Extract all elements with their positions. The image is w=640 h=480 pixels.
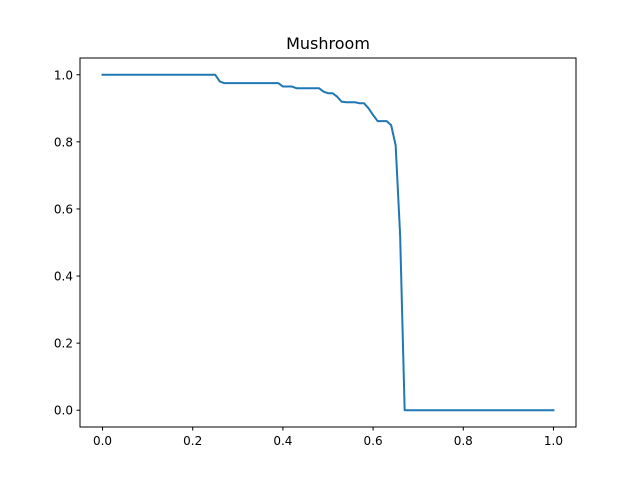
chart-title: Mushroom: [286, 34, 370, 53]
y-axis: 0.0 0.2 0.4 0.6 0.8 1.0: [54, 68, 80, 418]
x-tick-label: 1.0: [544, 434, 563, 448]
y-tick-label: 0.6: [54, 202, 73, 216]
y-tick-label: 0.2: [54, 337, 73, 351]
x-tick-label: 0.2: [183, 434, 202, 448]
y-tick-label: 1.0: [54, 68, 73, 82]
x-tick-label: 0.8: [454, 434, 473, 448]
y-tick-label: 0.4: [54, 270, 73, 284]
x-tick-label: 0.6: [364, 434, 383, 448]
plot-frame: [79, 57, 577, 428]
y-tick-label: 0.8: [54, 135, 73, 149]
x-tick-label: 0.0: [93, 434, 112, 448]
series-group: [101, 73, 555, 412]
y-tick-label: 0.0: [54, 404, 73, 418]
series-line: [101, 73, 555, 412]
x-tick-label: 0.4: [273, 434, 292, 448]
x-axis: 0.0 0.2 0.4 0.6 0.8 1.0: [93, 427, 563, 448]
